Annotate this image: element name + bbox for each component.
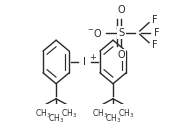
Text: CH$_3$: CH$_3$ (61, 107, 78, 120)
Text: I: I (83, 57, 86, 67)
Text: F: F (152, 15, 158, 25)
Text: $^{-}$O: $^{-}$O (87, 27, 102, 39)
Text: CH$_3$: CH$_3$ (35, 107, 51, 120)
Text: +: + (90, 53, 96, 62)
Text: O: O (118, 50, 125, 60)
Text: O: O (118, 5, 125, 15)
Text: CH$_3$: CH$_3$ (105, 112, 121, 124)
Text: CH$_3$: CH$_3$ (92, 107, 108, 120)
Text: F: F (154, 28, 160, 38)
Text: CH$_3$: CH$_3$ (48, 112, 64, 124)
Text: F: F (152, 40, 158, 50)
Text: CH$_3$: CH$_3$ (118, 107, 135, 120)
Text: S: S (118, 28, 125, 38)
